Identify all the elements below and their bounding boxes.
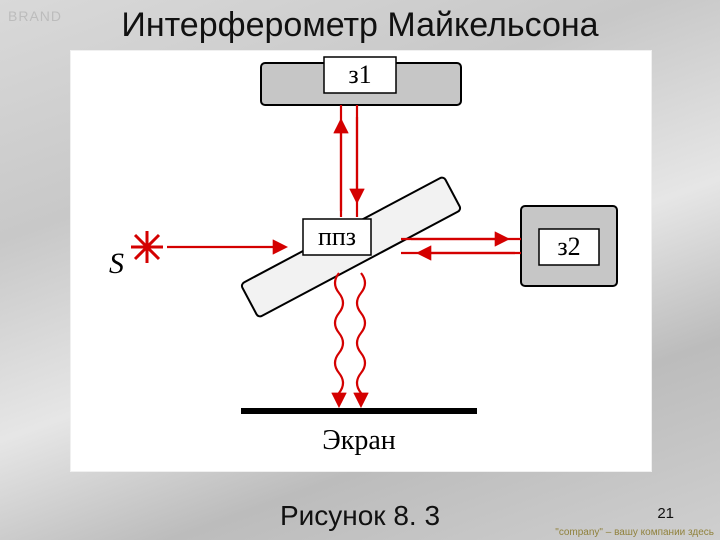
slide-title: Интерферометр Майкельсона	[0, 6, 720, 45]
footer-watermark: "company" – вашу компании здесь	[555, 527, 714, 538]
source-label: S	[109, 247, 124, 280]
rays-vertical	[341, 105, 357, 217]
mirror-1: з1	[261, 57, 461, 105]
michelson-diagram: з1 з2 ппз S	[71, 51, 651, 471]
mirror-2: з2	[521, 206, 617, 286]
diagram-area: з1 з2 ппз S	[70, 50, 652, 472]
screen-label: Экран	[322, 425, 396, 456]
light-source: S	[109, 231, 163, 280]
rays-horizontal	[401, 239, 521, 253]
mirror-2-label: з2	[557, 232, 580, 261]
screen: Экран	[241, 411, 477, 456]
slide: BRAND Интерферометр Майкельсона з1 з2	[0, 0, 720, 540]
rays-to-screen	[335, 273, 365, 405]
splitter-label: ппз	[318, 222, 356, 251]
page-number: 21	[657, 505, 674, 522]
mirror-1-label: з1	[348, 60, 371, 89]
